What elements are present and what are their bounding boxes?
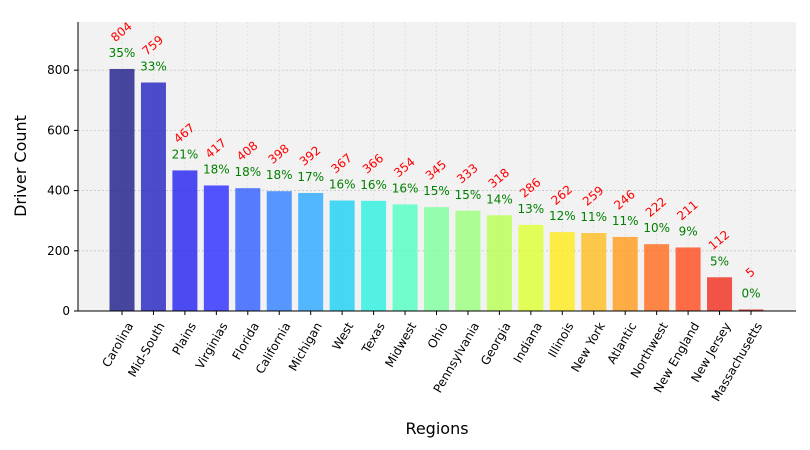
- bar-texas: [361, 200, 387, 311]
- percent-label: 14%: [486, 192, 513, 206]
- bar-atlantic: [612, 236, 638, 311]
- bar-indiana: [518, 224, 544, 311]
- bar-carolina: [109, 68, 135, 312]
- y-tick-label: 800: [47, 63, 70, 77]
- x-tick-label: Florida: [229, 320, 262, 362]
- percent-label: 0%: [741, 286, 760, 300]
- percent-label: 16%: [360, 178, 387, 192]
- bar-michigan: [298, 192, 324, 311]
- percent-label: 9%: [679, 224, 698, 238]
- bar-ohio: [424, 207, 449, 311]
- bar-midwest: [392, 204, 418, 311]
- y-tick-label: 200: [47, 244, 70, 258]
- bar-pennsylvania: [455, 210, 481, 311]
- x-tick-label: Midwest: [382, 320, 419, 370]
- percent-label: 17%: [297, 170, 324, 184]
- percent-label: 10%: [643, 221, 670, 235]
- y-tick-label: 600: [47, 123, 70, 137]
- percent-label: 18%: [234, 165, 261, 179]
- percent-label: 12%: [549, 209, 576, 223]
- bar-west: [329, 200, 355, 311]
- x-tick-label: Indiana: [511, 320, 545, 365]
- x-tick-label: Texas: [359, 320, 388, 357]
- bar-georgia: [486, 215, 512, 311]
- bar-plains: [172, 170, 198, 311]
- percent-label: 18%: [266, 168, 293, 182]
- x-tick-label: Illinois: [545, 320, 576, 360]
- bar-california: [266, 191, 292, 311]
- x-tick-label: Atlantic: [604, 320, 639, 367]
- bar-virginias: [203, 185, 229, 311]
- bars: [109, 68, 764, 312]
- bar-massachusetts: [738, 309, 764, 311]
- percent-label: 21%: [172, 147, 199, 161]
- percent-label: 11%: [580, 210, 607, 224]
- bar-new-jersey: [707, 277, 733, 311]
- bar-mid-south: [140, 82, 166, 312]
- percent-label: 35%: [109, 46, 136, 60]
- x-tick-label: Ohio: [425, 320, 451, 351]
- y-tick-label: 400: [47, 184, 70, 198]
- percent-label: 15%: [423, 184, 450, 198]
- percent-label: 13%: [518, 202, 545, 216]
- bar-illinois: [549, 232, 575, 311]
- bar-florida: [235, 188, 261, 311]
- percent-label: 16%: [329, 178, 356, 192]
- percent-label: 16%: [392, 181, 419, 195]
- y-axis-label: Driver Count: [11, 115, 30, 217]
- percent-label: 5%: [710, 254, 729, 268]
- y-ticks: 0 200 400 600 800: [47, 63, 78, 318]
- percent-label: 33%: [140, 60, 167, 74]
- x-tick-label: Georgia: [478, 320, 514, 368]
- x-axis-label: Regions: [405, 419, 468, 438]
- bar-new-england: [675, 247, 701, 311]
- percent-label: 18%: [203, 162, 230, 176]
- x-tick-label: Plains: [169, 320, 199, 357]
- percent-label: 11%: [612, 214, 639, 228]
- bar-new-york: [581, 233, 607, 311]
- y-tick-label: 0: [62, 304, 70, 318]
- percent-label: 15%: [455, 188, 482, 202]
- bar-northwest: [644, 244, 670, 311]
- x-tick-label: West: [329, 320, 356, 353]
